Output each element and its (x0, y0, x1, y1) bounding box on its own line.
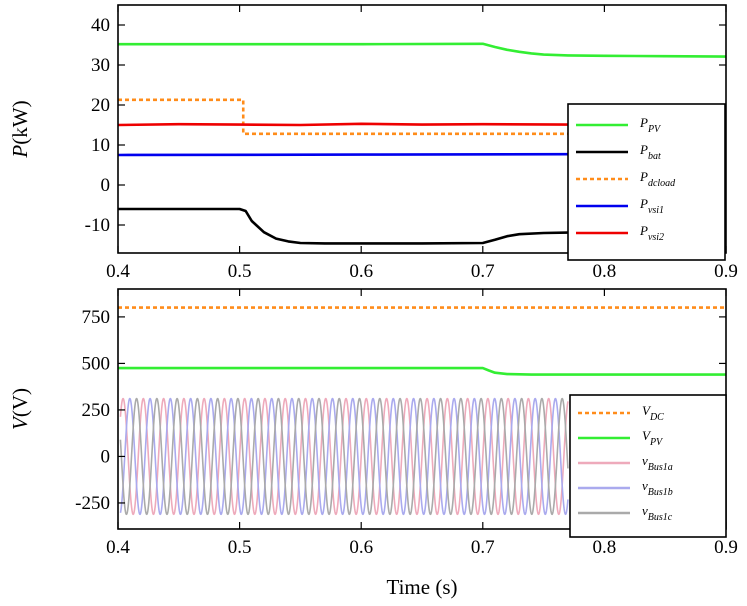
series-line-Pdcload (118, 98, 568, 136)
legend-label-VPV: VPV (642, 428, 664, 448)
legend-label-Pvsi2: Pvsi2 (639, 223, 664, 243)
x-tick-label: 0.8 (593, 261, 617, 282)
power-panel: 0.4 0.5 0.6 0.7 0.8 0.9 -10 0 10 20 30 40 PPV Pbat Pd… (8, 4, 738, 282)
series-line-Pbat (118, 207, 568, 245)
x-tick-label: 0.4 (106, 261, 130, 282)
y-tick-label: 0 (101, 446, 111, 467)
legend-label-Pvsi1: Pvsi1 (639, 196, 664, 216)
voltage-y-axis-label: V(V) (8, 388, 32, 430)
x-tick-label: 0.5 (228, 261, 252, 282)
legend-label-vBus1a: vBus1a (642, 453, 673, 473)
x-tick-label: 0.8 (593, 537, 617, 558)
power-plot-frame (117, 4, 727, 254)
voltage-legend: VDC VPV vBus1a vBus1b vBus1c (569, 394, 727, 538)
y-tick-label: 250 (82, 400, 111, 421)
legend-label-vBus1c: vBus1c (642, 503, 673, 523)
series-line-vBus1b (119, 397, 569, 516)
y-tick-label: 30 (91, 55, 110, 76)
voltage-series-group (118, 306, 726, 516)
series-line-vBus1c (119, 397, 569, 516)
x-tick-label: 0.7 (471, 537, 495, 558)
legend-label-vBus1b: vBus1b (642, 478, 673, 498)
y-tick-label: -250 (75, 493, 110, 514)
series-line-Pvsi2 (118, 122, 568, 127)
x-tick-label: 0.4 (106, 537, 130, 558)
legend-label-Pbat: Pbat (639, 142, 661, 162)
x-tick-label: 0.7 (471, 261, 495, 282)
x-axis-label: Time (s) (387, 575, 458, 599)
power-legend: PPV Pbat Pdcload Pvsi1 Pvsi2 (567, 103, 726, 261)
x-tick-label: 0.9 (714, 537, 738, 558)
legend-label-VDC: VDC (642, 403, 664, 423)
power-series-group (118, 42, 726, 245)
series-line-vBus1a (119, 397, 569, 516)
series-line-VPV (118, 366, 726, 376)
y-tick-label: 500 (82, 353, 111, 374)
y-tick-label: 10 (91, 135, 110, 156)
legend-label-PPV: PPV (639, 115, 662, 135)
series-line-Pvsi1 (118, 152, 568, 157)
power-y-axis-label: P(kW) (8, 100, 32, 158)
x-tick-label: 0.9 (714, 261, 738, 282)
y-tick-label: 0 (101, 175, 111, 196)
voltage-ticks: 0.4 0.5 0.6 0.7 0.8 0.9 -250 0 250 500 750 (75, 289, 738, 558)
y-tick-label: -10 (85, 215, 110, 236)
y-tick-label: 40 (91, 15, 110, 36)
series-line-PPV (118, 42, 726, 58)
voltage-panel: 0.4 0.5 0.6 0.7 0.8 0.9 -250 0 250 500 750 VDC VPV v… (8, 288, 738, 599)
power-ticks: 0.4 0.5 0.6 0.7 0.8 0.9 -10 0 10 20 30 40 (85, 5, 738, 282)
y-tick-label: 20 (91, 95, 110, 116)
x-tick-label: 0.6 (349, 261, 373, 282)
x-tick-label: 0.5 (228, 537, 252, 558)
y-tick-label: 750 (82, 307, 111, 328)
legend-label-Pdcload: Pdcload (639, 169, 676, 189)
x-tick-label: 0.6 (349, 537, 373, 558)
